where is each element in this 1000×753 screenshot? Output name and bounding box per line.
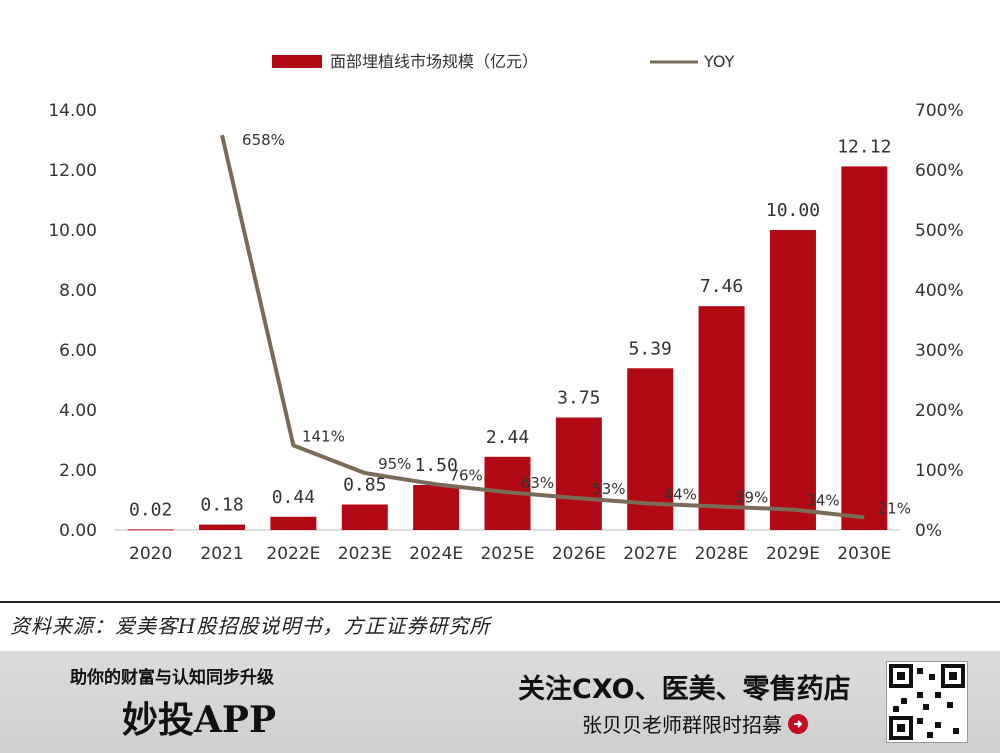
yoy-data-label: 63% xyxy=(521,474,554,492)
banner-brand: 妙投APP xyxy=(122,699,277,741)
bar xyxy=(698,306,745,530)
bar-data-label: 3.75 xyxy=(557,388,600,409)
x-tick-label: 2029E xyxy=(766,544,820,564)
right-axis-tick-label: 200% xyxy=(915,401,964,421)
x-tick-label: 2020 xyxy=(129,544,172,564)
banner-recruit-row[interactable]: 张贝贝老师群限时招募 xyxy=(582,709,808,738)
left-axis-tick-label: 12.00 xyxy=(48,161,97,181)
legend-label-line: YOY xyxy=(703,52,735,71)
bar-data-label: 5.39 xyxy=(629,338,672,359)
bar xyxy=(769,230,816,530)
bar xyxy=(270,516,317,530)
banner-follow-text: 关注CXO、医美、零售药店 xyxy=(518,674,851,705)
bar xyxy=(841,166,888,530)
bar xyxy=(199,524,246,530)
bar-data-label: 1.50 xyxy=(414,455,457,476)
right-axis-tick-label: 300% xyxy=(915,341,964,361)
yoy-data-label: 34% xyxy=(806,492,839,510)
bar-data-label: 7.46 xyxy=(700,276,743,297)
yoy-data-label: 21% xyxy=(878,499,911,517)
arrow-right-circle-icon[interactable] xyxy=(788,713,808,734)
yoy-data-label: 39% xyxy=(735,489,768,507)
promo-banner[interactable]: 助你的财富与认知同步升级 妙投APP 关注CXO、医美、零售药店 张贝贝老师群限… xyxy=(0,651,1000,753)
chart-svg: 面部埋植线市场规模（亿元） YOY 0.00 2.00 4.00 6.00 8.00 10.0… xyxy=(48,52,964,564)
bar-data-label: 0.02 xyxy=(129,499,172,520)
bar xyxy=(413,485,460,530)
yoy-data-label: 44% xyxy=(664,486,697,504)
bar-data-label: 0.44 xyxy=(272,487,315,508)
bar-data-label: 12.12 xyxy=(837,136,891,157)
right-axis-tick-label: 500% xyxy=(915,221,964,241)
left-axis-tick-label: 10.00 xyxy=(48,221,97,241)
right-axis-tick-label: 0% xyxy=(915,521,942,541)
x-tick-label: 2028E xyxy=(695,544,749,564)
left-axis-tick-label: 14.00 xyxy=(48,101,97,121)
x-tick-label: 2025E xyxy=(480,544,534,564)
x-tick-label: 2021 xyxy=(200,544,243,564)
bar-data-label: 0.85 xyxy=(343,475,386,496)
bar-data-label: 10.00 xyxy=(766,200,820,221)
source-note: 资料来源：爱美客H股招股说明书，方正证券研究所 xyxy=(10,614,491,638)
source-divider xyxy=(0,601,1000,603)
x-tick-label: 2022E xyxy=(266,544,320,564)
banner-recruit-text: 张贝贝老师群限时招募 xyxy=(582,713,782,737)
bar-data-label: 2.44 xyxy=(486,427,529,448)
yoy-data-label: 141% xyxy=(302,427,345,445)
x-tick-label: 2024E xyxy=(409,544,463,564)
bar xyxy=(127,529,174,531)
yoy-data-label: 76% xyxy=(449,466,482,484)
yoy-data-label: 658% xyxy=(242,131,285,149)
left-axis-tick-label: 0.00 xyxy=(59,521,97,541)
right-axis-tick-label: 600% xyxy=(915,161,964,181)
left-axis-tick-label: 4.00 xyxy=(59,401,97,421)
x-tick-label: 2026E xyxy=(552,544,606,564)
right-axis-tick-label: 400% xyxy=(915,281,964,301)
left-axis-tick-label: 8.00 xyxy=(59,281,97,301)
bar xyxy=(555,417,602,530)
yoy-data-label: 95% xyxy=(378,455,411,473)
right-axis-tick-label: 700% xyxy=(915,101,964,121)
legend-swatch-bar xyxy=(272,55,322,68)
bar xyxy=(341,504,388,530)
qr-code-icon[interactable] xyxy=(886,661,968,743)
chart-area: 面部埋植线市场规模（亿元） YOY 0.00 2.00 4.00 6.00 8.00 10.0… xyxy=(48,52,964,564)
x-tick-label: 2027E xyxy=(623,544,677,564)
yoy-line xyxy=(220,134,865,520)
x-tick-label: 2030E xyxy=(837,544,891,564)
right-axis-tick-label: 100% xyxy=(915,461,964,481)
bar-data-label: 0.18 xyxy=(200,495,243,516)
yoy-data-label: 53% xyxy=(592,480,625,498)
left-axis-tick-label: 2.00 xyxy=(59,461,97,481)
left-axis-tick-label: 6.00 xyxy=(59,341,97,361)
banner-slogan: 助你的财富与认知同步升级 xyxy=(70,668,274,688)
x-tick-label: 2023E xyxy=(338,544,392,564)
legend-label-bar: 面部埋植线市场规模（亿元） xyxy=(330,52,538,71)
